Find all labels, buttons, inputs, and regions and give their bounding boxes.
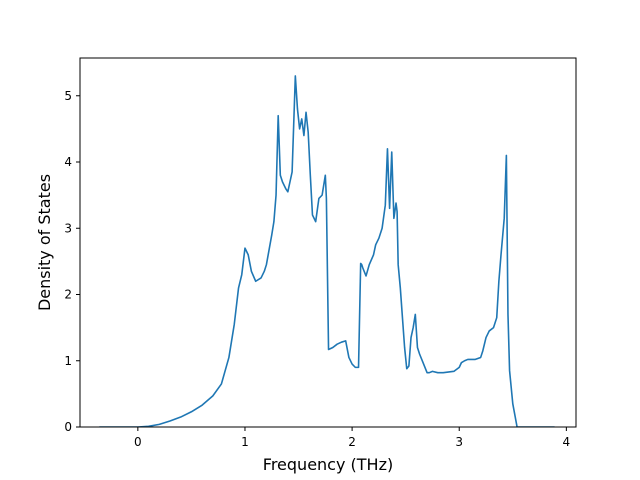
x-tick-label: 1 (241, 435, 249, 449)
x-tick-label: 2 (348, 435, 356, 449)
y-tick-label: 5 (64, 89, 72, 103)
y-tick-label: 2 (64, 288, 72, 302)
y-tick-label: 1 (64, 354, 72, 368)
plot-frame (79, 57, 577, 428)
y-axis-label: Density of States (35, 174, 54, 311)
x-axis-label: Frequency (THz) (263, 455, 393, 474)
x-tick-label: 4 (563, 435, 571, 449)
x-tick-label: 3 (455, 435, 463, 449)
y-tick-label: 0 (64, 420, 72, 434)
plot-data (99, 75, 555, 427)
dos-series-line-0 (99, 75, 555, 427)
y-tick-label: 3 (64, 221, 72, 235)
y-tick-label: 4 (64, 155, 72, 169)
x-tick-label: 0 (134, 435, 142, 449)
axis-ticks: 0 1 2 3 4 0 1 2 3 4 5 (64, 89, 570, 449)
